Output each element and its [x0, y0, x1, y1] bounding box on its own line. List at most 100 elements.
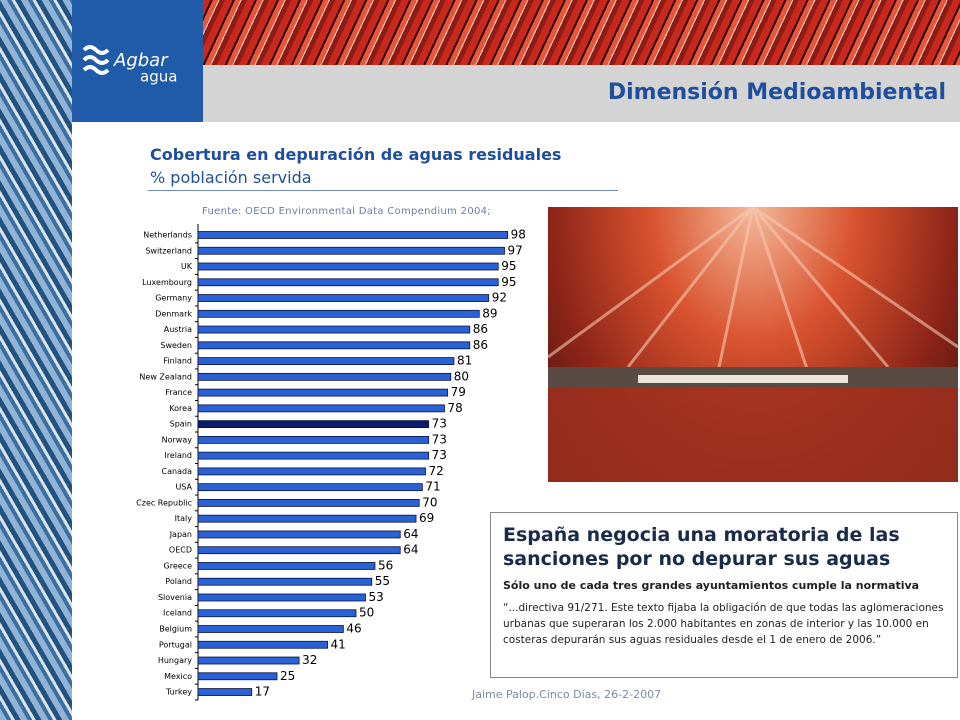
- category-label: Ireland: [164, 451, 192, 460]
- category-label: Netherlands: [143, 231, 192, 240]
- category-label: OECD: [169, 546, 192, 555]
- logo-subtext: agua: [140, 68, 177, 86]
- bar: [197, 514, 417, 523]
- category-label: Turkey: [165, 688, 192, 697]
- bar: [197, 577, 373, 586]
- bar: [197, 609, 357, 618]
- news-quote: “...directiva 91/271. Este texto fijaba …: [503, 602, 944, 646]
- value-label: 89: [482, 306, 497, 320]
- value-label: 50: [359, 606, 374, 620]
- bar: [197, 404, 445, 413]
- bridge: [638, 375, 848, 383]
- value-label: 73: [432, 448, 447, 462]
- value-label: 53: [368, 590, 383, 604]
- bar: [197, 262, 499, 271]
- bar: [197, 357, 455, 365]
- bar: [197, 246, 505, 255]
- chart-source: Fuente: OECD Environmental Data Compendi…: [202, 206, 491, 217]
- side-photo: [0, 0, 72, 720]
- value-label: 71: [425, 480, 440, 494]
- value-label: 70: [422, 495, 437, 509]
- category-label: Slovenia: [158, 593, 192, 602]
- category-label: Iceland: [163, 609, 192, 618]
- value-label: 81: [457, 354, 472, 368]
- bar: [197, 625, 344, 633]
- bar: [197, 483, 423, 492]
- title-bar: [203, 65, 960, 122]
- value-label: 64: [403, 543, 418, 557]
- category-label: Luxembourg: [142, 278, 192, 287]
- value-label: 95: [501, 275, 516, 289]
- category-label: Belgium: [159, 625, 192, 634]
- chart-subtitle: % población servida: [150, 168, 312, 187]
- dome-photo: [548, 207, 958, 482]
- value-label: 98: [511, 228, 526, 242]
- value-label: 32: [302, 653, 317, 667]
- bar: [197, 372, 452, 381]
- banner-photo: [203, 0, 960, 65]
- logo-text: Agbar: [113, 50, 169, 71]
- category-label: Denmark: [155, 309, 192, 318]
- bar: [197, 231, 509, 239]
- bar: [197, 562, 376, 570]
- value-label: 73: [432, 432, 447, 446]
- slide-title: Dimensión Medioambiental: [607, 80, 946, 105]
- category-label: Germany: [155, 294, 192, 303]
- category-label: UK: [181, 262, 193, 271]
- value-label: 25: [280, 669, 295, 683]
- logo-waves: [82, 45, 110, 75]
- logo: Agbar agua: [72, 0, 203, 122]
- value-label: 86: [473, 338, 488, 352]
- category-label: France: [165, 388, 192, 397]
- category-label: Italy: [175, 514, 193, 523]
- category-label: Finland: [163, 357, 192, 366]
- category-label: USA: [175, 483, 192, 492]
- value-label: 72: [429, 464, 444, 478]
- bar: [197, 294, 490, 302]
- dome-ribs: [548, 207, 958, 373]
- category-label: Switzerland: [145, 246, 192, 255]
- value-label: 79: [451, 385, 466, 399]
- category-label: Poland: [165, 577, 192, 586]
- value-label: 73: [432, 417, 447, 431]
- footer: Jaime Palop.Cinco Días, 26-2-2007: [472, 688, 662, 701]
- water: [548, 387, 958, 482]
- bar: [197, 467, 426, 476]
- value-label: 64: [403, 527, 418, 541]
- value-label: 97: [508, 243, 523, 257]
- category-label: Greece: [164, 561, 193, 570]
- value-label: 17: [255, 685, 270, 699]
- bar: [197, 499, 420, 507]
- bar: [197, 309, 480, 318]
- bar: [197, 640, 328, 649]
- bar: [197, 672, 278, 681]
- category-label: Mexico: [164, 672, 192, 681]
- bar: [197, 278, 499, 287]
- bar: [197, 435, 430, 444]
- bar: [197, 341, 471, 350]
- category-label: Spain: [170, 420, 192, 429]
- value-label: 92: [492, 291, 507, 305]
- bar: [197, 688, 253, 696]
- bar: [197, 451, 430, 460]
- value-label: 55: [375, 574, 390, 588]
- category-label: Norway: [162, 435, 193, 444]
- bar: [197, 388, 449, 397]
- bar: [197, 546, 401, 555]
- value-label: 41: [331, 637, 346, 651]
- category-label: Portugal: [159, 640, 192, 649]
- value-label: 95: [501, 259, 516, 273]
- category-label: Czec Republic: [136, 498, 192, 507]
- value-label: 56: [378, 558, 393, 572]
- news-subhead: Sólo uno de cada tres grandes ayuntamien…: [503, 579, 920, 592]
- category-label: Austria: [164, 325, 192, 334]
- value-label: 69: [419, 511, 434, 525]
- category-label: Sweden: [160, 341, 192, 350]
- bar: [197, 530, 401, 539]
- bar: [197, 656, 300, 665]
- value-label: 80: [454, 369, 469, 383]
- chart-title: Cobertura en depuración de aguas residua…: [150, 145, 562, 164]
- logo-mark: Agbar agua: [82, 45, 177, 86]
